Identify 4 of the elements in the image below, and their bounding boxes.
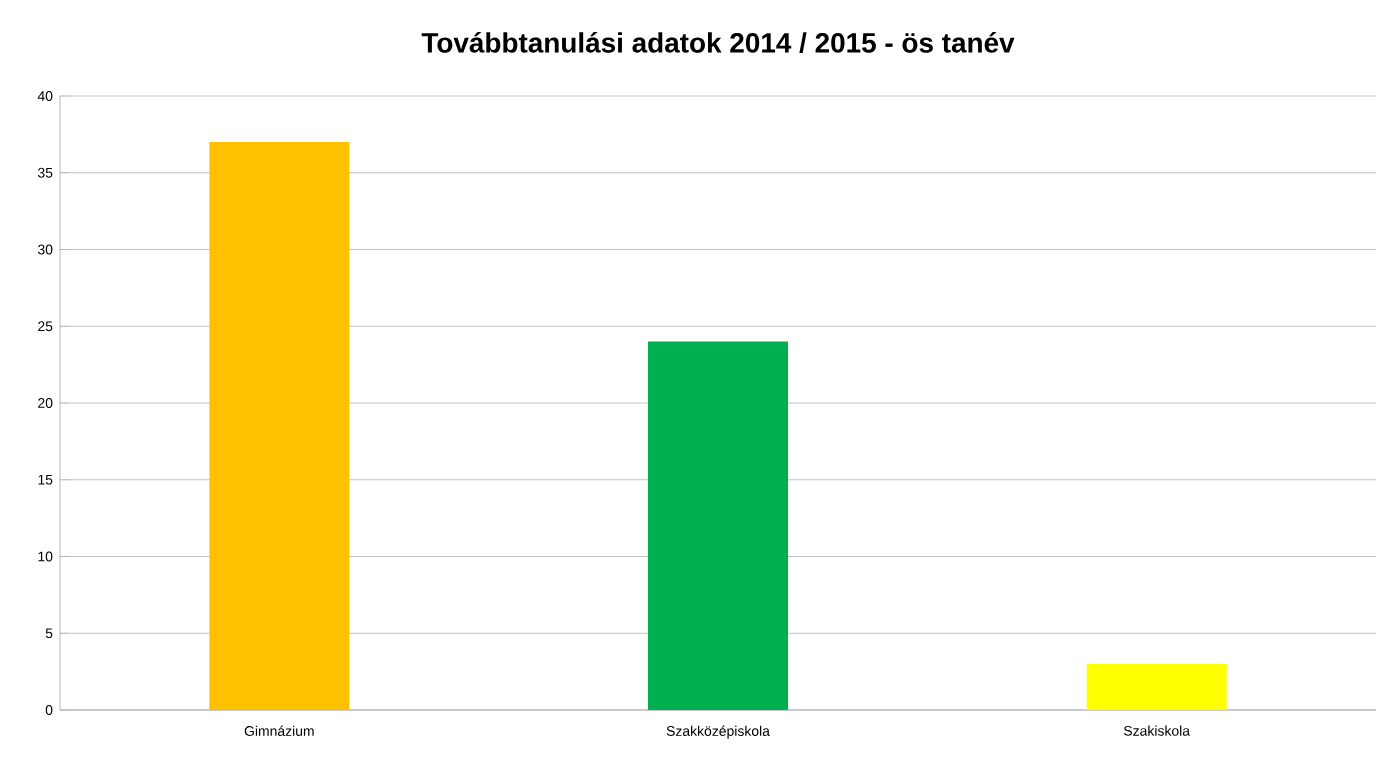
bar [1086, 663, 1227, 710]
bar [209, 142, 350, 710]
bar [648, 341, 789, 710]
chart-title: Továbbtanulási adatok 2014 / 2015 - ös tanév [421, 31, 1015, 54]
